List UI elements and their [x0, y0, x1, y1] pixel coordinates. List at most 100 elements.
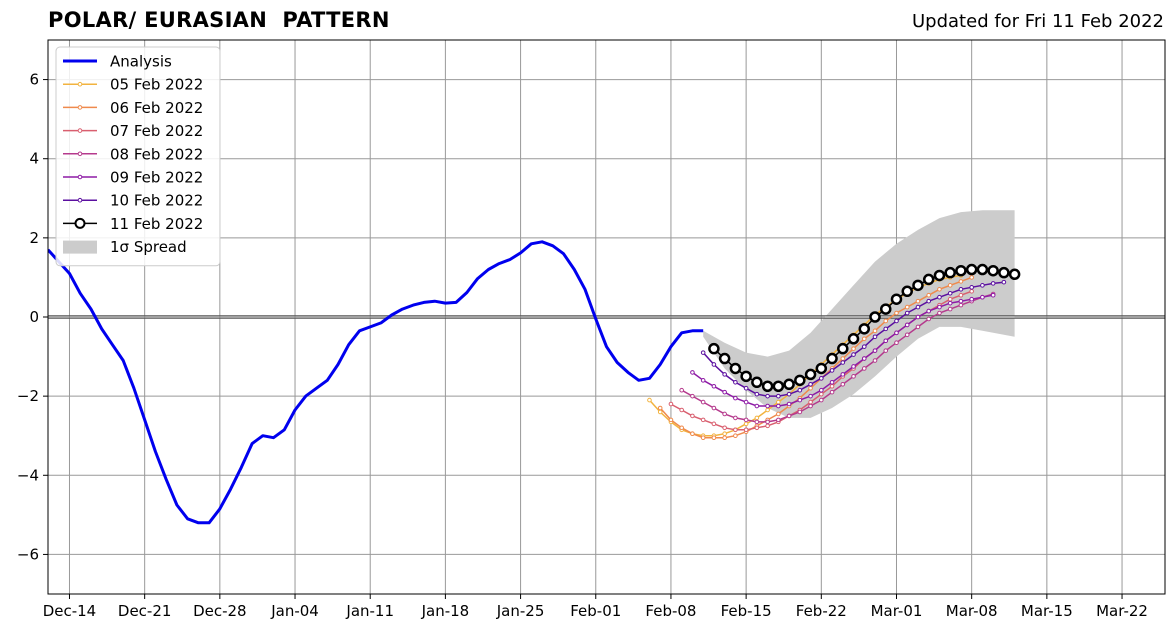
series-09-feb-2022: [690, 292, 996, 409]
data-point: [915, 304, 921, 310]
data-point: [944, 266, 956, 279]
data-point: [690, 413, 695, 419]
data-point: [743, 399, 749, 405]
x-tick-label: Jan-25: [496, 602, 545, 620]
data-point: [786, 413, 792, 419]
x-tick-label: Mar-22: [1096, 602, 1148, 620]
data-point: [761, 380, 774, 392]
data-point: [718, 352, 731, 365]
data-point: [776, 393, 781, 399]
data-point: [700, 417, 706, 423]
data-point: [797, 409, 803, 415]
data-point: [797, 387, 803, 393]
data-point: [808, 399, 813, 405]
data-point: [751, 376, 763, 389]
data-point: [990, 292, 996, 298]
legend: Analysis 05 Feb 2022 06 Feb 2022 07 Feb 202…: [55, 46, 221, 267]
data-point: [657, 405, 663, 411]
data-point: [740, 370, 752, 383]
data-point: [990, 281, 996, 286]
x-tick-label: Feb-22: [796, 602, 847, 620]
data-point: [722, 411, 727, 417]
data-point: [765, 423, 770, 429]
data-point: [754, 425, 760, 431]
data-point: [958, 279, 964, 284]
legend-marker: [77, 174, 83, 180]
data-point: [980, 294, 985, 300]
data-point: [722, 425, 727, 431]
data-point: [872, 334, 878, 340]
y-tick-label: 0: [29, 308, 39, 326]
data-point: [883, 318, 889, 324]
data-point: [711, 435, 717, 440]
y-tick-label: −2: [17, 387, 39, 405]
data-point: [743, 385, 749, 391]
data-point: [815, 362, 828, 375]
x-axis: Dec-14 Dec-21 Dec-28 Jan-04 Jan-11 Jan-18 Jan-…: [43, 594, 1148, 620]
data-point: [890, 293, 903, 305]
legend-item: 09 Feb 2022: [63, 169, 203, 187]
data-point: [969, 285, 974, 290]
data-point: [904, 304, 910, 310]
legend-item: 06 Feb 2022: [63, 99, 203, 117]
data-point: [786, 401, 792, 407]
data-point: [743, 427, 749, 433]
legend-marker: [77, 197, 83, 203]
data-point: [708, 342, 720, 355]
data-point: [958, 292, 964, 298]
data-point: [947, 283, 953, 288]
data-point: [1008, 268, 1021, 281]
data-point: [904, 310, 910, 316]
data-point: [657, 409, 663, 415]
data-point: [904, 332, 910, 338]
chart-subtitle: Updated for Fri 11 Feb 2022: [912, 11, 1164, 32]
data-point: [733, 433, 738, 439]
y-tick-label: 6: [29, 71, 39, 89]
data-point: [894, 318, 899, 324]
data-point: [958, 287, 964, 292]
zero-line: [48, 315, 1165, 319]
data-point: [955, 264, 967, 277]
data-point: [987, 264, 999, 277]
data-point: [837, 342, 849, 355]
data-point: [776, 417, 781, 423]
data-point: [969, 275, 974, 280]
data-point: [647, 397, 652, 403]
legend-label: 09 Feb 2022: [110, 169, 203, 187]
data-point: [861, 344, 867, 349]
x-tick-label: Feb-08: [645, 602, 696, 620]
data-point: [743, 421, 749, 427]
data-point: [904, 322, 910, 328]
data-point: [700, 378, 706, 383]
data-point: [776, 411, 781, 417]
data-point: [937, 304, 942, 310]
data-point: [933, 269, 946, 282]
data-point: [711, 405, 717, 411]
data-point: [679, 387, 684, 393]
y-tick-label: 2: [29, 229, 39, 247]
data-point: [808, 403, 813, 409]
legend-box: [55, 46, 221, 267]
data-point: [690, 431, 695, 437]
data-point: [869, 311, 881, 323]
data-point: [829, 383, 835, 389]
data-point: [840, 356, 846, 361]
data-point: [729, 362, 742, 375]
data-point: [861, 366, 867, 371]
data-point: [733, 379, 738, 385]
data-point: [1001, 279, 1007, 285]
data-point: [851, 346, 856, 351]
data-point: [947, 296, 953, 302]
x-tick-label: Jan-18: [421, 602, 470, 620]
data-point: [980, 283, 985, 288]
x-tick-label: Dec-14: [43, 602, 97, 620]
data-point: [776, 403, 781, 409]
data-point: [883, 338, 889, 344]
legend-item: 05 Feb 2022: [63, 76, 203, 94]
data-point: [883, 326, 889, 332]
data-point: [826, 352, 838, 365]
data-point: [819, 391, 824, 397]
data-point: [969, 288, 974, 294]
data-point: [733, 415, 738, 421]
data-point: [808, 385, 813, 391]
